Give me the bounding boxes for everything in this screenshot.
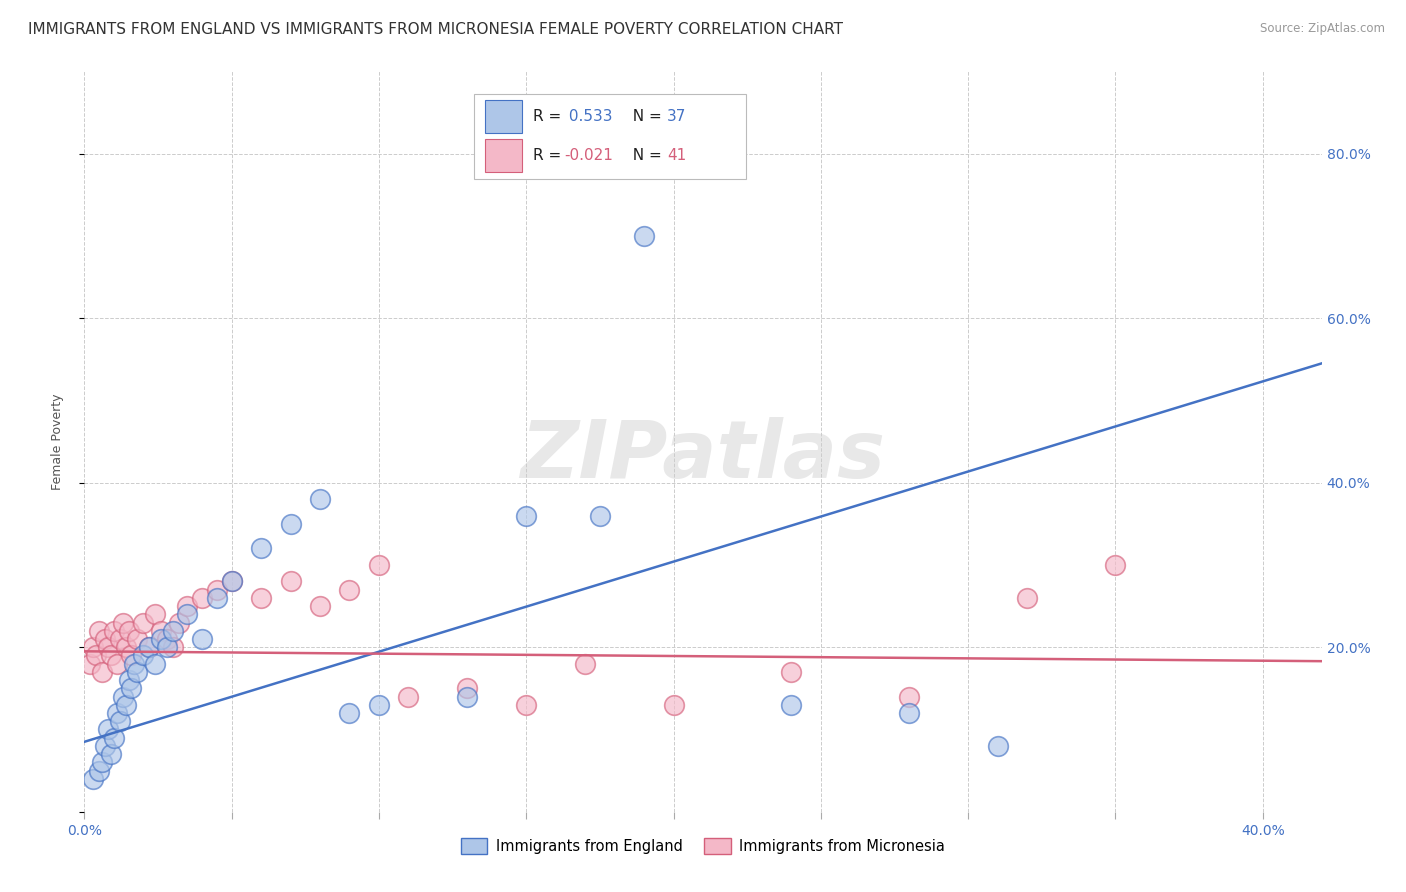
Y-axis label: Female Poverty: Female Poverty	[51, 393, 63, 490]
Point	[396, 690, 419, 704]
Point	[515, 508, 537, 523]
Point	[111, 615, 134, 630]
Point	[162, 640, 184, 655]
Point	[589, 508, 612, 523]
Point	[574, 657, 596, 671]
Point	[100, 648, 122, 663]
FancyBboxPatch shape	[485, 139, 523, 172]
Point	[108, 632, 131, 646]
Point	[280, 516, 302, 531]
FancyBboxPatch shape	[485, 100, 523, 133]
Point	[898, 706, 921, 720]
Point	[114, 698, 136, 712]
Point	[456, 681, 478, 696]
Text: 41: 41	[666, 148, 686, 163]
Point	[191, 591, 214, 605]
Point	[121, 681, 143, 696]
Point	[221, 574, 243, 589]
Text: N =: N =	[623, 109, 666, 124]
Text: Source: ZipAtlas.com: Source: ZipAtlas.com	[1260, 22, 1385, 36]
Point	[103, 731, 125, 745]
Point	[87, 764, 110, 778]
Point	[780, 665, 803, 679]
Point	[156, 632, 179, 646]
Point	[97, 723, 120, 737]
Point	[84, 648, 107, 663]
Point	[162, 624, 184, 638]
Point	[97, 640, 120, 655]
Point	[105, 706, 128, 720]
Point	[662, 698, 685, 712]
Point	[176, 599, 198, 613]
Text: R =: R =	[533, 109, 567, 124]
Point	[309, 492, 332, 507]
Point	[368, 698, 391, 712]
Point	[127, 665, 149, 679]
Point	[143, 657, 166, 671]
Point	[127, 632, 149, 646]
Point	[176, 607, 198, 622]
Text: -0.021: -0.021	[564, 148, 613, 163]
Legend: Immigrants from England, Immigrants from Micronesia: Immigrants from England, Immigrants from…	[456, 832, 950, 860]
Point	[368, 558, 391, 572]
Point	[149, 632, 172, 646]
Point	[138, 640, 160, 655]
Point	[117, 624, 139, 638]
Point	[82, 640, 104, 655]
Point	[82, 772, 104, 786]
Point	[143, 607, 166, 622]
Point	[149, 624, 172, 638]
Point	[100, 747, 122, 761]
Point	[1104, 558, 1126, 572]
Point	[87, 624, 110, 638]
FancyBboxPatch shape	[474, 94, 747, 178]
Text: 37: 37	[666, 109, 686, 124]
Text: IMMIGRANTS FROM ENGLAND VS IMMIGRANTS FROM MICRONESIA FEMALE POVERTY CORRELATION: IMMIGRANTS FROM ENGLAND VS IMMIGRANTS FR…	[28, 22, 844, 37]
Point	[114, 640, 136, 655]
Point	[94, 632, 117, 646]
Point	[309, 599, 332, 613]
Text: ZIPatlas: ZIPatlas	[520, 417, 886, 495]
Text: N =: N =	[623, 148, 666, 163]
Point	[121, 648, 143, 663]
Point	[132, 615, 155, 630]
Point	[250, 541, 273, 556]
Point	[191, 632, 214, 646]
Point	[280, 574, 302, 589]
Point	[156, 640, 179, 655]
Point	[456, 690, 478, 704]
Text: R =: R =	[533, 148, 567, 163]
Point	[124, 657, 146, 671]
Point	[250, 591, 273, 605]
Point	[167, 615, 190, 630]
Point	[205, 591, 228, 605]
Point	[111, 690, 134, 704]
Point	[91, 756, 114, 770]
Point	[94, 739, 117, 753]
Text: 0.533: 0.533	[564, 109, 613, 124]
Point	[205, 582, 228, 597]
Point	[108, 714, 131, 729]
Point	[138, 640, 160, 655]
Point	[780, 698, 803, 712]
Point	[105, 657, 128, 671]
Point	[339, 706, 361, 720]
Point	[132, 648, 155, 663]
Point	[117, 673, 139, 687]
Point	[1015, 591, 1038, 605]
Point	[339, 582, 361, 597]
Point	[103, 624, 125, 638]
Point	[91, 665, 114, 679]
Point	[79, 657, 101, 671]
Point	[221, 574, 243, 589]
Point	[898, 690, 921, 704]
Point	[633, 228, 655, 243]
Point	[515, 698, 537, 712]
Point	[987, 739, 1010, 753]
